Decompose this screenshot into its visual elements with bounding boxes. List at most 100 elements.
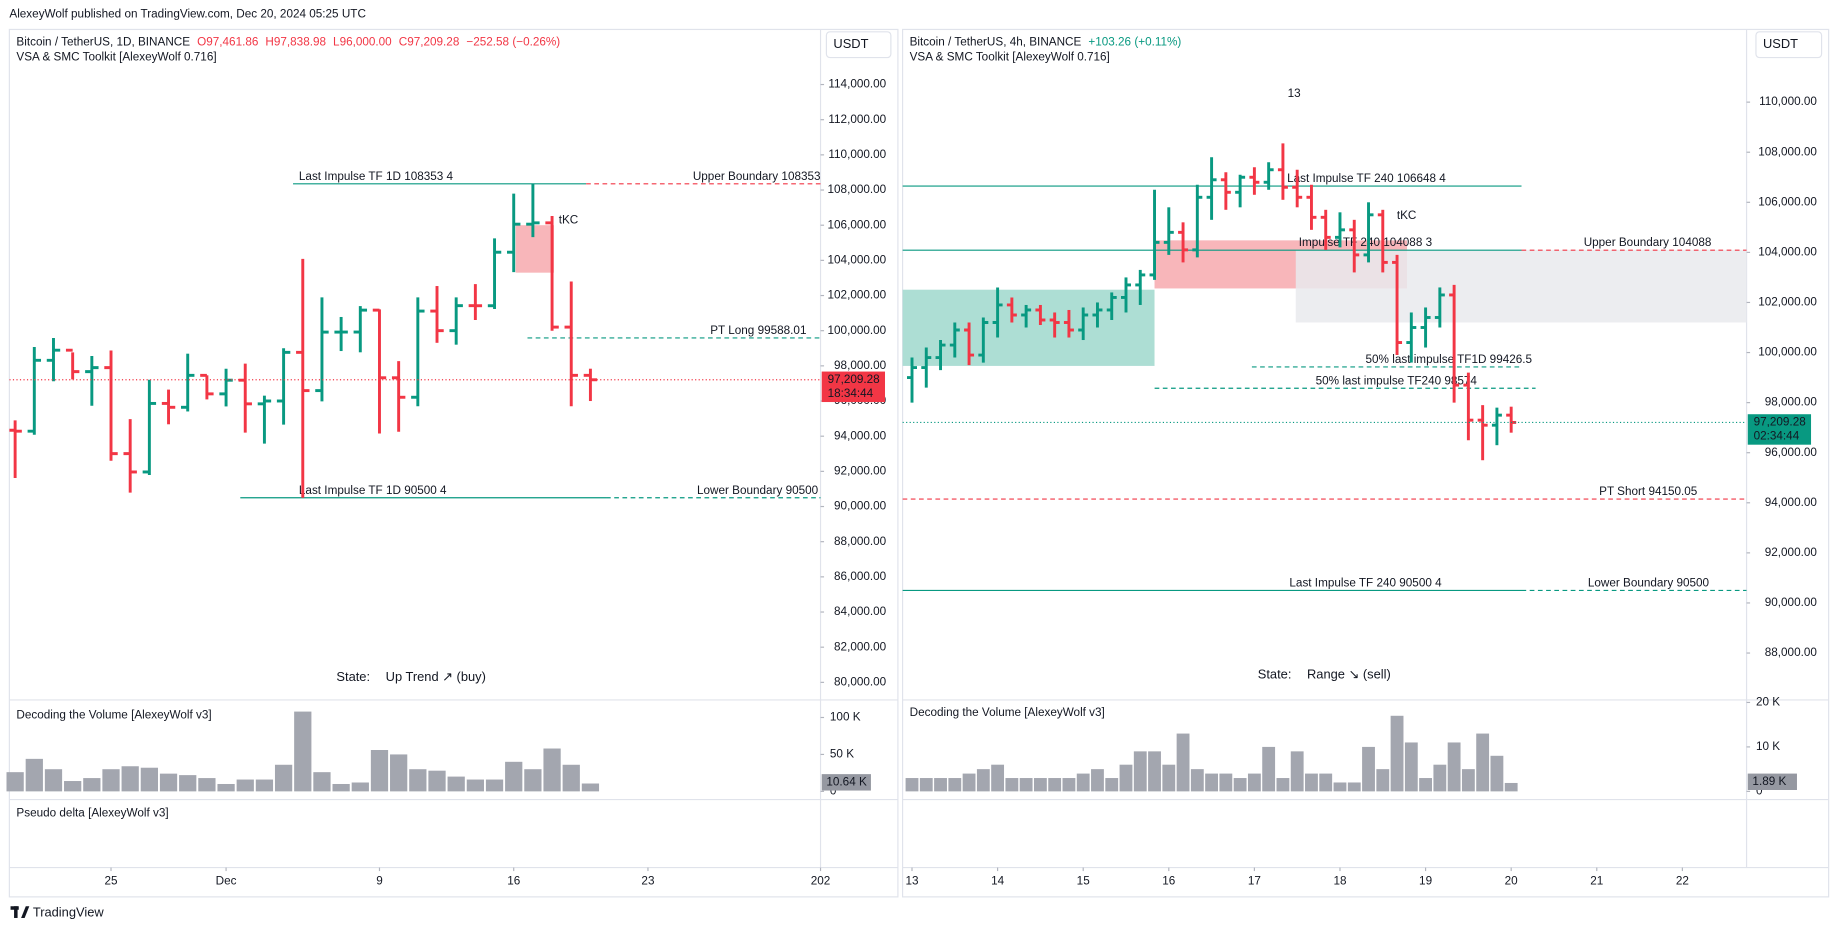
- ohlc-value: +103.26 (+0.11%): [1088, 35, 1181, 48]
- volume-bar: [1176, 733, 1190, 792]
- volume-bar: [1362, 746, 1375, 792]
- volume-bar: [25, 758, 43, 792]
- level-label: Last Impulse TF 1D 90500 4: [299, 484, 447, 497]
- level-label: Last Impulse TF 1D 108353 4: [299, 170, 454, 183]
- y-tick-label: 90,000.00: [834, 500, 887, 513]
- ohlc-value: −252.58 (−0.26%): [466, 35, 560, 48]
- y-tick-label: 98,000.00: [834, 359, 887, 372]
- volume-bar: [1476, 733, 1490, 792]
- indicator-name: VSA & SMC Toolkit [AlexeyWolf 0.716]: [16, 51, 216, 64]
- volume-bar: [466, 779, 484, 792]
- x-tick-label: 20: [1505, 875, 1519, 888]
- annotation: tKC: [559, 214, 579, 227]
- x-tick-label: 16: [507, 875, 520, 888]
- volume-last-box: [821, 774, 871, 791]
- volume-bar: [919, 778, 933, 792]
- state-label: State:: [1258, 667, 1292, 682]
- volume-bar: [1048, 778, 1062, 792]
- x-tick-label: 18: [1333, 875, 1347, 888]
- volume-last-box: [1747, 773, 1797, 790]
- volume-bar: [1190, 769, 1204, 792]
- level-label: Upper Boundary 108353: [693, 170, 821, 183]
- plot: Last Impulse TF 240 106648 4 Impulse TF 2…: [902, 143, 1747, 592]
- last-price-label: 97,209.28: [1754, 416, 1807, 429]
- state-label: State:: [336, 669, 370, 684]
- level-label: Last Impulse TF 240 90500 4: [1289, 576, 1442, 589]
- volume-bar: [1076, 773, 1090, 792]
- x-tick-label: 22: [1676, 875, 1689, 888]
- volume-bar: [1447, 742, 1461, 792]
- currency-box: [1755, 31, 1823, 59]
- volume-bar: [1333, 782, 1347, 792]
- state: Range ↘ (sell): [1307, 667, 1391, 682]
- y-tick-label: 96,000.00: [1765, 446, 1818, 459]
- y-tick-label: 102,000.00: [1758, 296, 1817, 309]
- volume-bar: [1262, 746, 1276, 792]
- level-label: 50% last impulse TF1D 99426.5: [1366, 353, 1533, 366]
- x-tick-label: 9: [376, 875, 383, 888]
- volume-tick-label: 0: [830, 784, 837, 797]
- volume-bar: [140, 767, 158, 792]
- volume-bar: [447, 776, 465, 792]
- volume-bar: [1019, 778, 1033, 792]
- annotation: 13: [1288, 87, 1301, 100]
- volume-bar: [370, 749, 389, 792]
- y-tick-label: 98,000.00: [1765, 396, 1818, 409]
- volume-bar: [1062, 778, 1076, 792]
- zone: [1295, 249, 1747, 323]
- currency-box: [825, 31, 892, 59]
- ohlc-value: C97,209.28: [399, 35, 460, 48]
- volume-last-label: 10.64 K: [826, 775, 867, 788]
- volume-bar: [159, 773, 178, 792]
- volume-bar: [274, 764, 293, 792]
- y-tick-label: 100,000.00: [1758, 346, 1817, 359]
- x-tick-label: 25: [104, 875, 118, 888]
- y-tick-label: 106,000.00: [828, 218, 887, 231]
- chart-title: Bitcoin / TetherUS, 4h, BINANCE: [910, 35, 1082, 48]
- volume-bar: [1219, 773, 1233, 792]
- volume-bar: [1390, 715, 1404, 792]
- volume-bar: [44, 769, 63, 792]
- volume-tick-label: 50 K: [830, 748, 854, 761]
- volume-title: Decoding the Volume [AlexeyWolf v3]: [16, 708, 211, 721]
- volume-bar: [1033, 778, 1047, 792]
- volume-bar: [1233, 778, 1247, 792]
- volume-bar: [236, 779, 254, 792]
- volume-bar: [905, 778, 919, 792]
- volume-bar: [1490, 755, 1504, 792]
- y-tick-label: 92,000.00: [1765, 546, 1818, 559]
- volume-bar: [1119, 764, 1133, 792]
- y-tick-label: 90,000.00: [1765, 596, 1818, 609]
- volume-bar: [1305, 773, 1318, 792]
- volume-bar: [524, 769, 542, 792]
- x-tick-label: 14: [991, 875, 1005, 888]
- volume-bar: [179, 775, 197, 792]
- volume-bar: [1504, 782, 1518, 792]
- level-label: Lower Boundary 90500: [697, 484, 819, 497]
- y-tick-label: 94,000.00: [1765, 496, 1818, 509]
- volume-bar: [934, 778, 947, 792]
- volume-bar: [976, 769, 990, 792]
- volume-bar: [6, 772, 24, 792]
- volume-bar: [1404, 742, 1418, 792]
- brand: TradingView: [33, 905, 105, 920]
- volume-bar: [1347, 782, 1361, 792]
- volume-bar: [102, 769, 120, 792]
- y-tick-label: 106,000.00: [1758, 195, 1817, 208]
- y-tick-label: 114,000.00: [828, 78, 886, 91]
- volume-bar: [1419, 778, 1433, 792]
- countdown: 18:34:44: [828, 387, 874, 400]
- volume-bar: [1376, 769, 1390, 792]
- y-tick-label: 104,000.00: [828, 253, 887, 266]
- volume-bar: [390, 754, 408, 792]
- y-tick-label: 88,000.00: [1765, 646, 1818, 659]
- volume-bar: [409, 769, 427, 792]
- x-tick-label: 202: [811, 875, 831, 888]
- volume-title: Decoding the Volume [AlexeyWolf v3]: [910, 706, 1105, 719]
- volume-bar: [1290, 751, 1304, 792]
- ohlc-value: O97,461.86: [197, 35, 258, 48]
- y-tick-label: 84,000.00: [834, 605, 887, 618]
- level-label: Lower Boundary 90500: [1588, 576, 1710, 589]
- volume-bar: [1105, 778, 1119, 792]
